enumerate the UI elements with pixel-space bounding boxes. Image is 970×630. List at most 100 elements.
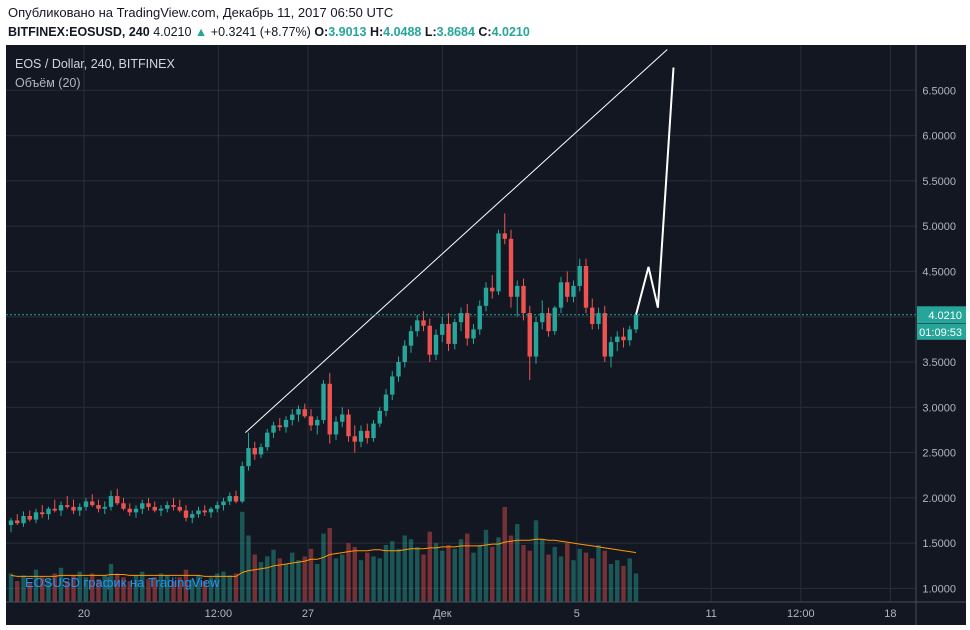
candle-body	[127, 508, 132, 513]
symbol-info-bar: BITFINEX:EOSUSD, 240 4.0210 ▲ +0.3241 (+…	[8, 25, 530, 39]
volume-bar	[352, 546, 357, 602]
high-value: 4.0488	[383, 25, 422, 39]
volume-bar	[177, 577, 182, 602]
volume-bar	[265, 556, 270, 602]
candle-body	[583, 265, 589, 308]
candle-body	[465, 313, 470, 339]
chart-frame[interactable]: 1.00001.50002.00002.50003.00003.50004.00…	[6, 45, 966, 625]
volume-bar	[227, 575, 232, 602]
volume-bar	[471, 552, 476, 602]
volume-bar	[233, 573, 239, 602]
volume-bar	[508, 535, 514, 602]
volume-bar	[108, 564, 114, 602]
candle-body	[83, 501, 89, 507]
candle-body	[621, 336, 626, 341]
candle-body	[371, 423, 376, 439]
volume-bar	[365, 552, 370, 602]
candle-body	[571, 285, 576, 297]
candle-body	[71, 506, 76, 511]
volume-ma-line	[10, 538, 637, 577]
candle-body	[358, 430, 364, 442]
candle-body	[271, 425, 276, 433]
price-tick-label: 5.5000	[922, 176, 956, 188]
open-label: O:	[314, 25, 329, 39]
volume-bar	[315, 564, 320, 602]
candle-body	[440, 323, 445, 335]
candle-body	[477, 305, 482, 330]
volume-bar	[246, 535, 251, 602]
candle-body	[252, 448, 257, 455]
candle-body	[190, 514, 195, 518]
volume-bar	[621, 565, 626, 602]
candle-body	[90, 501, 95, 506]
volume-bar	[483, 529, 489, 602]
candle-body	[502, 233, 507, 239]
candle-body	[146, 503, 151, 507]
volume-bar	[540, 539, 545, 602]
volume-bar	[140, 571, 145, 602]
candle-body	[302, 409, 307, 417]
volume-bar	[396, 548, 401, 602]
volume-bar	[440, 550, 445, 602]
candle-body	[133, 508, 139, 513]
candle-body	[121, 503, 126, 509]
projection-path[interactable]	[635, 67, 675, 316]
candle-body	[208, 508, 214, 513]
volume-bar	[258, 562, 264, 602]
low-value: 3.8684	[436, 25, 475, 39]
candle-body	[383, 394, 389, 411]
price-tick-label: 1.0000	[922, 583, 956, 595]
price-chart[interactable]: 1.00001.50002.00002.50003.00003.50004.00…	[6, 45, 966, 625]
time-tick-label: 11	[705, 608, 716, 620]
price-tick-label: 3.5000	[922, 357, 956, 369]
volume-bar	[196, 575, 201, 602]
volume-bar	[290, 552, 295, 602]
candle-body	[21, 515, 26, 524]
candle-body	[390, 376, 395, 395]
volume-bar	[490, 546, 495, 602]
volume-bar	[421, 554, 426, 602]
volume-bars	[8, 507, 639, 602]
volume-bar	[65, 581, 70, 602]
candle-body	[258, 447, 264, 455]
volume-bar	[271, 549, 276, 602]
candle-body	[27, 515, 32, 520]
candle-body	[546, 313, 551, 332]
volume-bar	[446, 545, 451, 602]
close-label: C:	[478, 25, 492, 39]
candle-body	[177, 506, 182, 511]
candle-body	[233, 496, 239, 502]
volume-bar	[583, 552, 589, 602]
candle-body	[165, 505, 170, 509]
watermark-link[interactable]: EOSUSD график на TradingView	[25, 575, 220, 590]
candle-body	[158, 508, 164, 511]
volume-bar	[277, 558, 282, 602]
candle-body	[152, 506, 157, 511]
time-tick-label: 12:00	[205, 608, 233, 620]
candle-body	[283, 419, 289, 428]
candle-body	[490, 287, 495, 292]
volume-bar	[221, 571, 226, 602]
volume-bar	[121, 577, 126, 602]
volume-bar	[346, 543, 351, 602]
volume-bar	[521, 545, 526, 602]
candle-body	[196, 510, 201, 515]
volume-bar	[165, 575, 170, 602]
volume-bar	[496, 537, 501, 602]
volume-bar	[308, 548, 314, 602]
candle-body	[577, 265, 582, 286]
volume-bar	[452, 548, 457, 602]
candle-body	[565, 282, 570, 297]
volume-bar	[383, 545, 389, 602]
volume-bar	[458, 539, 464, 602]
volume-bar	[158, 573, 164, 602]
up-arrow-icon: ▲	[194, 25, 208, 39]
symbol-label: BITFINEX:EOSUSD, 240	[8, 25, 150, 39]
published-caption: Опубликовано на TradingView.com, Декабрь…	[8, 5, 394, 20]
volume-bar	[558, 556, 564, 602]
volume-bar	[533, 520, 539, 602]
trendline[interactable]	[245, 49, 668, 434]
candle-body	[452, 322, 457, 344]
price-axis[interactable]: 1.00001.50002.00002.50003.00003.50004.00…	[922, 85, 956, 595]
